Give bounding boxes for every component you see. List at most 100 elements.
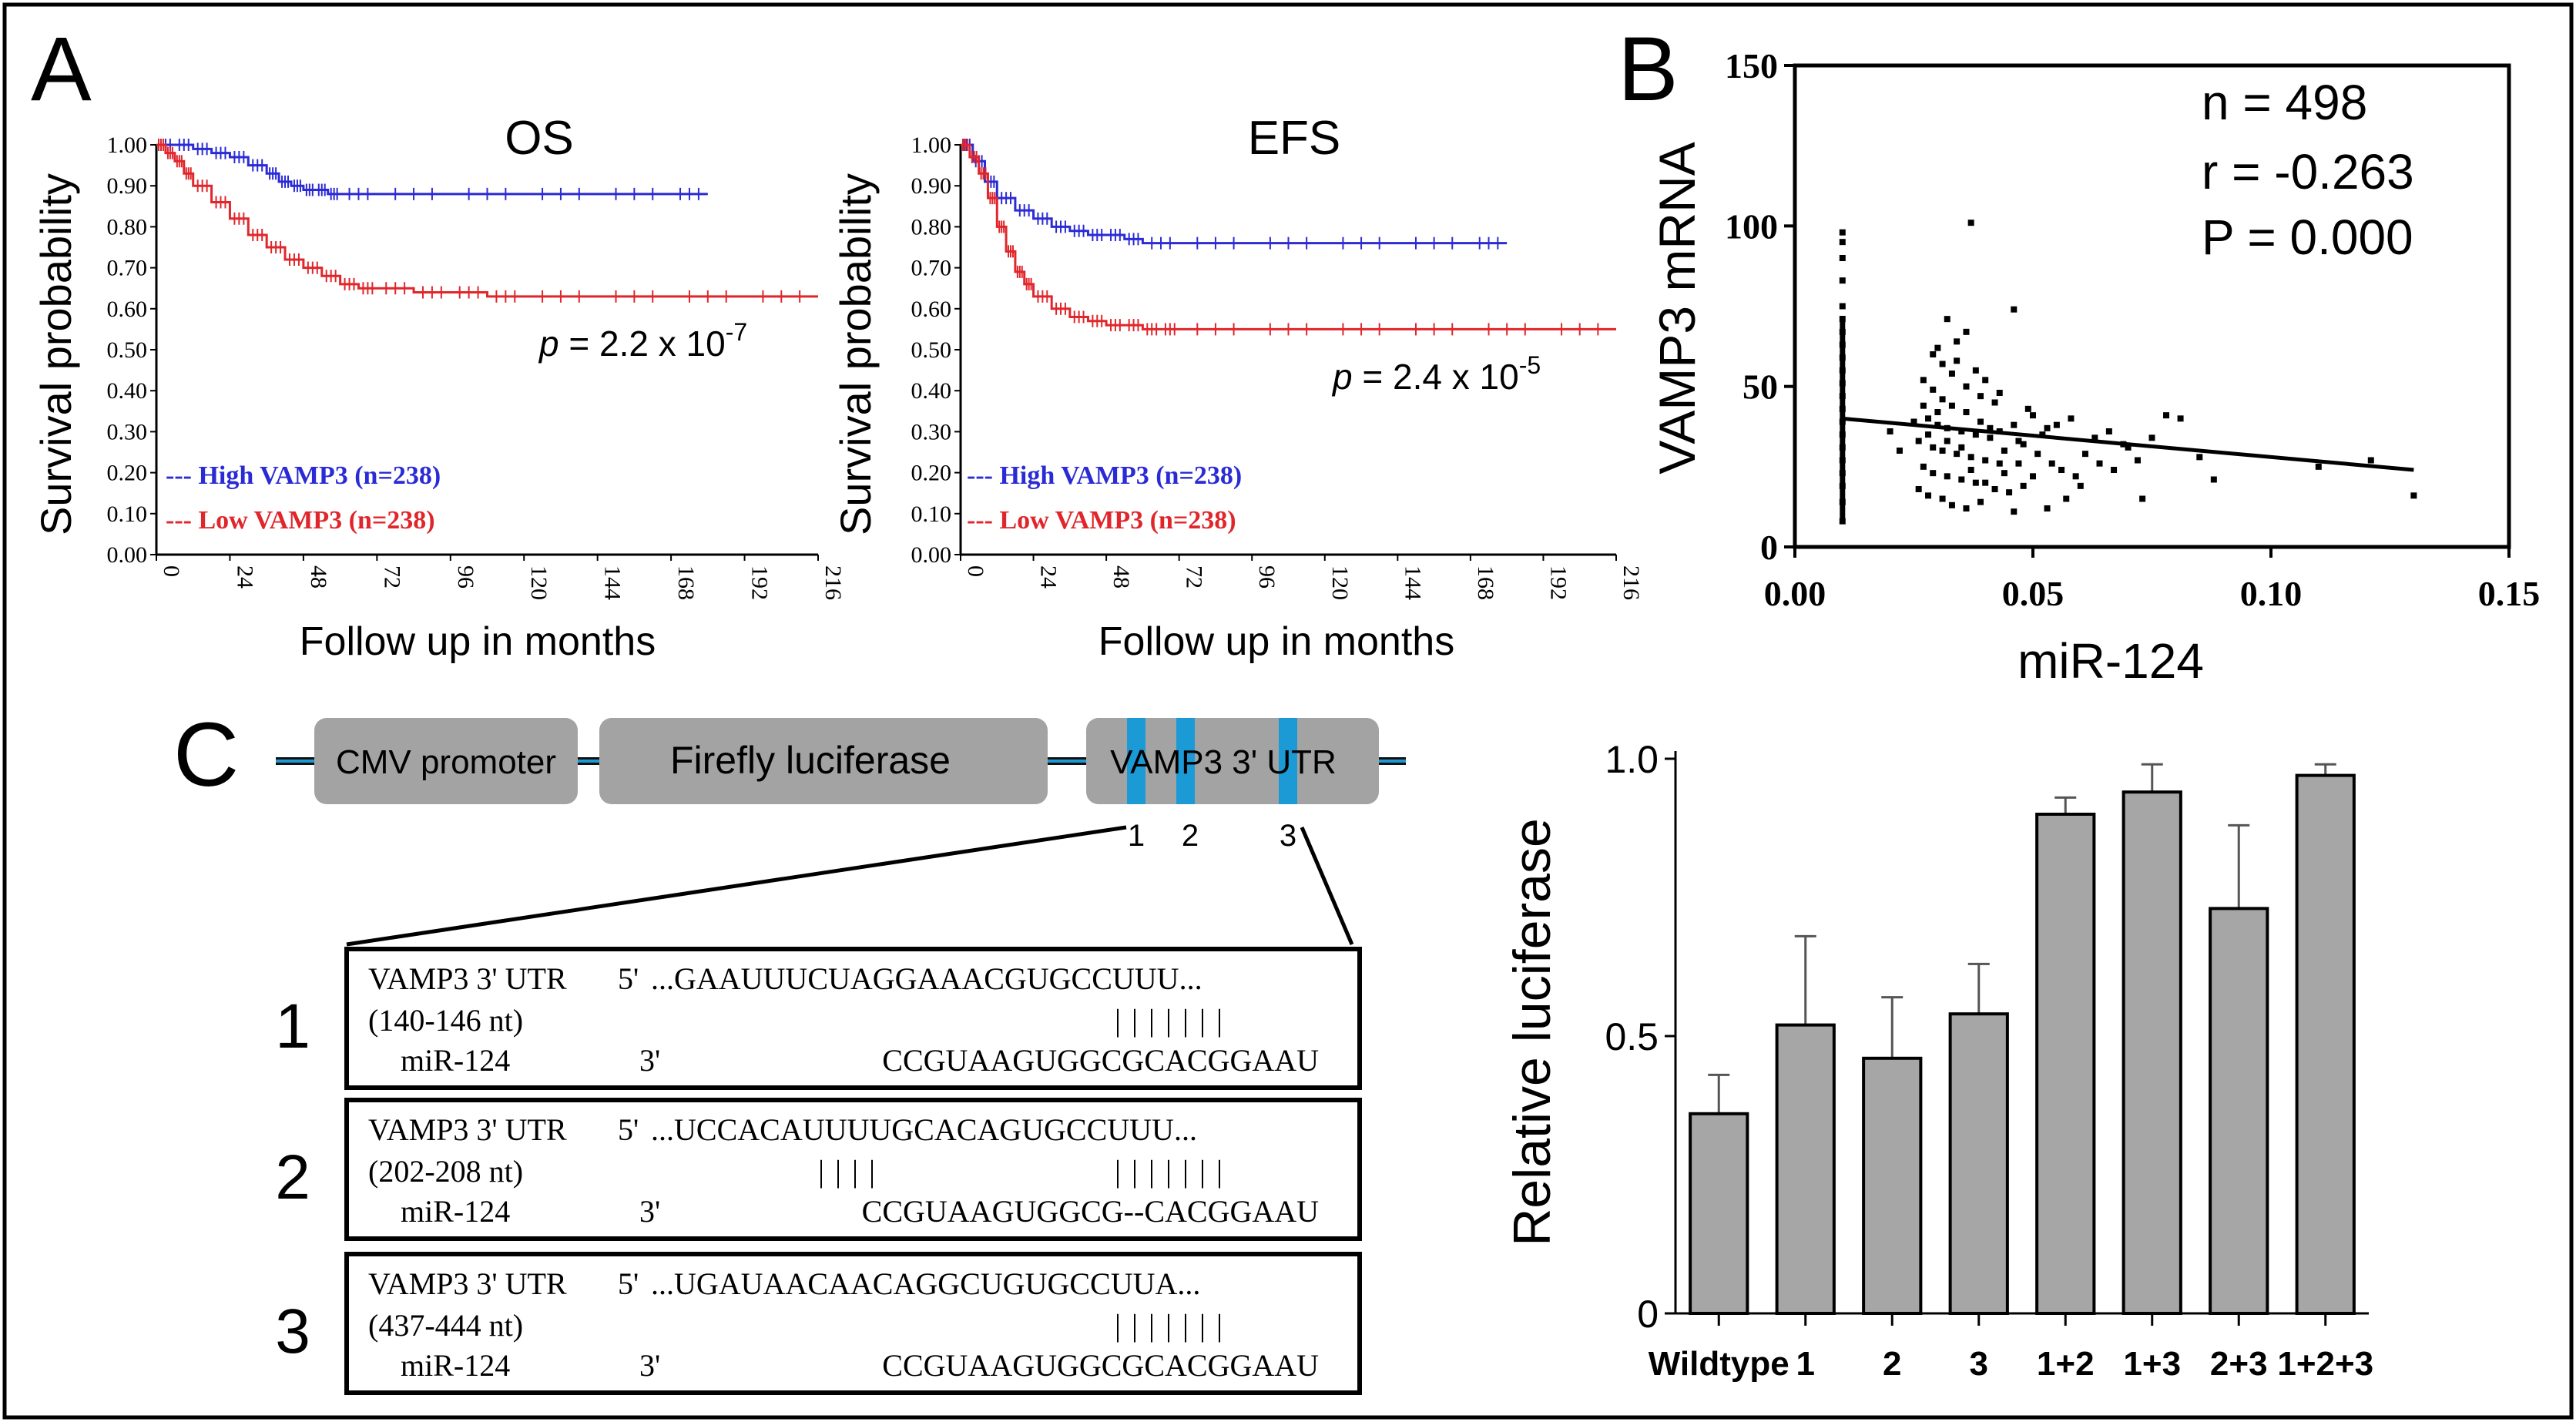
efs-legend-low: --- Low VAMP3 (n=238): [967, 506, 1236, 535]
scatter-fit-line: [1842, 416, 2414, 472]
efs-xtick-label: 144: [1400, 565, 1425, 600]
scatter-point: [2125, 444, 2132, 451]
efs-xtick-label: 72: [1182, 565, 1207, 589]
scatter-xlabel: miR-124: [2018, 633, 2204, 689]
utr-box: [1086, 718, 1379, 804]
scatter-point: [1963, 505, 1970, 511]
os-xtick-label: 0: [159, 565, 184, 577]
scatter-point: [2367, 457, 2374, 464]
bar-ylabel: Relative luciferase: [1503, 818, 1561, 1246]
scatter-point: [1939, 495, 1946, 502]
firefly-luciferase-box: [599, 718, 1048, 804]
os-xtick-label: 72: [379, 565, 404, 589]
bar: [2295, 773, 2356, 1315]
scatter-point: [1930, 351, 1937, 357]
bar-category-label: 2: [1883, 1345, 1901, 1383]
scatter-point: [1967, 467, 1974, 473]
alignment-mirna-sequence: CCGUAAGUGGCGCACGGAAU: [882, 1043, 1319, 1078]
scatter-point: [1930, 386, 1937, 393]
efs-xtick-label: 24: [1036, 565, 1062, 589]
scatter-point: [2001, 448, 2007, 454]
bar-ytick-label: 1.0: [1605, 738, 1659, 781]
scatter-point: [1967, 220, 1974, 226]
efs-pvalue: p = 2.4 x 10-5: [1331, 351, 1541, 397]
alignment-mirna-label: miR-124: [401, 1194, 510, 1229]
efs-ytick-label: 0.80: [911, 214, 952, 240]
scatter-point: [1939, 396, 1946, 403]
scatter-point: [1934, 421, 1941, 428]
scatter-point: [1972, 431, 1979, 438]
bar-category-label: 1+2+3: [2277, 1345, 2373, 1383]
scatter-ylabel: VAMP3 mRNA: [1649, 142, 1706, 475]
bar-category-label: 3: [1970, 1345, 1988, 1383]
scatter-point: [1977, 498, 1984, 505]
scatter-point: [1954, 451, 1961, 458]
efs-ytick-label: 0.10: [911, 501, 952, 527]
scatter-xtick-label: 0.00: [1764, 574, 1826, 613]
scatter-point: [1991, 486, 1998, 492]
alignment-box-1: [344, 947, 1362, 1090]
alignment-mirna-sequence: CCGUAAGUGGCGCACGGAAU: [882, 1348, 1319, 1383]
scatter-point: [1934, 409, 1941, 415]
alignment-pair-lines: |||||||: [1115, 1154, 1233, 1189]
efs-ytick-label: 0.40: [911, 378, 952, 404]
alignment-boxes: 1 VAMP3 3' UTR 5' ...GAAUUUCUAGGAAACGUGCCUU…: [275, 947, 1362, 1395]
scatter-point: [2096, 460, 2103, 467]
os-xtick-label: 216: [820, 565, 846, 600]
os-survival-plot: OS Survival probability Follow up in mon…: [32, 112, 846, 664]
scatter-point: [1920, 463, 1927, 470]
efs-xtick-label: 48: [1109, 565, 1134, 589]
efs-xtick-label: 216: [1618, 565, 1644, 600]
os-pvalue: p = 2.2 x 10-7: [538, 318, 747, 364]
efs-xtick-label: 120: [1327, 565, 1353, 600]
efs-ylabel: Survival probability: [831, 173, 880, 535]
scatter-point: [1982, 377, 1989, 384]
scatter-point: [1925, 492, 1932, 499]
scatter-point: [1967, 454, 1974, 461]
efs-ytick-label: 0.00: [911, 542, 952, 568]
scatter-xtick-label: 0.05: [2002, 574, 2064, 613]
scatter-point: [2077, 482, 2084, 489]
alignment-pair-lines: |||||||: [1115, 1308, 1233, 1343]
scatter-point: [2081, 451, 2088, 458]
alignment-utr-sequence: ...UGAUAACAACAGGCUGUGCCUUA...: [651, 1266, 1200, 1301]
site-2-mark: [1176, 718, 1195, 804]
scatter-plot: VAMP3 mRNA miR-124 n = 498 r = -0.263 P …: [1649, 46, 2540, 689]
scatter-point: [1996, 460, 2003, 467]
scatter-point: [2134, 457, 2141, 464]
alignment-number: 3: [275, 1296, 310, 1367]
bar-category-label: 2+3: [2210, 1345, 2268, 1383]
scatter-point: [2410, 492, 2417, 499]
scatter-point: [1958, 444, 1965, 451]
scatter-point: [2177, 415, 2184, 422]
scatter-point: [2111, 467, 2118, 473]
alignment-pair-lines: ||||: [818, 1154, 886, 1189]
scatter-ytick-label: 0: [1760, 528, 1778, 567]
bar-category-label: 1+2: [2037, 1345, 2095, 1383]
scatter-point: [1944, 438, 1950, 444]
panel-label-a: A: [31, 18, 92, 120]
alignment-utr-label: VAMP3 3' UTR: [368, 961, 567, 996]
scatter-point: [1925, 431, 1932, 438]
scatter-point: [2020, 441, 2027, 448]
scatter-point: [2053, 421, 2060, 428]
site-1-number: 1: [1128, 819, 1145, 853]
bar: [1775, 1023, 1836, 1315]
site-3-number: 3: [1280, 819, 1296, 853]
os-ytick-label: 0.90: [107, 173, 148, 199]
scatter-point: [1948, 371, 1955, 377]
efs-xtick-label: 192: [1545, 565, 1571, 600]
site-2-number: 2: [1182, 819, 1199, 853]
scatter-point: [1987, 424, 1994, 431]
os-xtick-label: 168: [673, 565, 699, 600]
bar: [1862, 1056, 1923, 1316]
os-xtick-label: 96: [453, 565, 478, 589]
scatter-point: [1982, 457, 1989, 464]
scatter-point: [1963, 409, 1970, 415]
alignment-mirna-label: miR-124: [401, 1043, 510, 1078]
scatter-point: [1972, 367, 1979, 374]
scatter-point: [1915, 438, 1922, 444]
scatter-point: [2030, 412, 2036, 419]
alignment-three-prime: 3': [639, 1043, 660, 1078]
